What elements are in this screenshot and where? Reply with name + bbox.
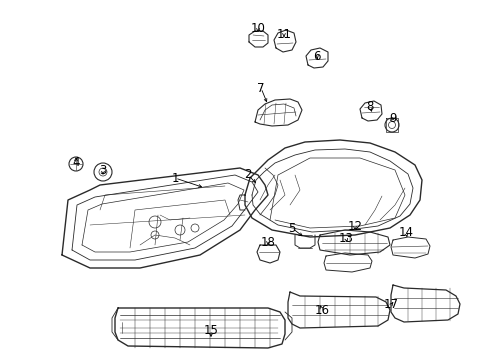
- Text: 2: 2: [244, 168, 251, 181]
- Text: 3: 3: [99, 163, 106, 176]
- Text: 18: 18: [260, 235, 275, 248]
- Text: 13: 13: [338, 231, 353, 244]
- Text: 12: 12: [347, 220, 362, 233]
- Text: 14: 14: [398, 226, 413, 239]
- Text: 15: 15: [203, 324, 218, 337]
- Text: 7: 7: [257, 81, 264, 94]
- Text: 8: 8: [366, 100, 373, 113]
- Text: 17: 17: [383, 298, 398, 311]
- Text: 5: 5: [288, 221, 295, 234]
- Text: 16: 16: [314, 303, 329, 316]
- Text: 6: 6: [313, 49, 320, 63]
- Text: 11: 11: [276, 27, 291, 40]
- Text: 9: 9: [388, 112, 396, 125]
- Text: 4: 4: [72, 156, 80, 168]
- Text: 10: 10: [250, 22, 265, 35]
- Text: 1: 1: [171, 171, 179, 184]
